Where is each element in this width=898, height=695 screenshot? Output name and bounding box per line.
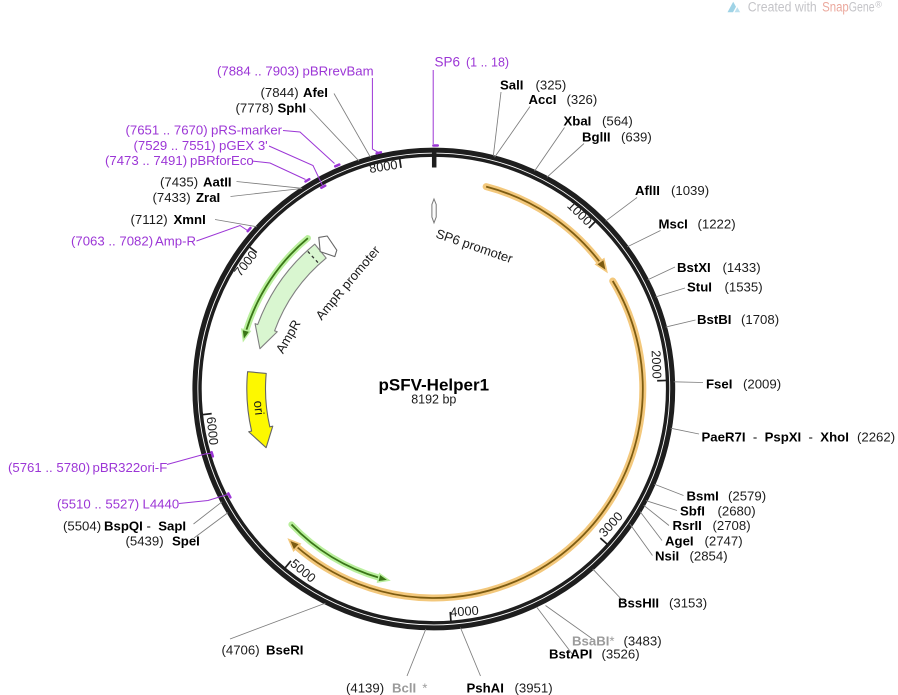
svg-text:(564): (564) [602,114,633,129]
svg-text:SpeI: SpeI [172,534,200,549]
svg-text:(325): (325) [536,78,567,93]
svg-text:pBR322ori-F: pBR322ori-F [93,460,168,475]
svg-text:(2680): (2680) [718,504,756,519]
svg-text:(3526): (3526) [602,647,640,662]
svg-text:8192 bp: 8192 bp [411,393,456,407]
svg-text:(2708): (2708) [713,518,751,533]
svg-text:(2579): (2579) [728,489,766,504]
svg-text:RsrII: RsrII [673,518,702,533]
svg-text:(7651 .. 7670): (7651 .. 7670) [126,123,208,138]
svg-text:(5761 .. 5780): (5761 .. 5780) [8,460,90,475]
svg-text:BsmI: BsmI [687,489,719,504]
svg-text:(1039): (1039) [671,183,709,198]
svg-text:BseRI: BseRI [266,643,303,658]
svg-text:BspQI - SapI: BspQI - SapI [104,519,186,534]
svg-text:(5510 .. 5527): (5510 .. 5527) [57,497,139,512]
svg-text:SphI: SphI [278,101,307,116]
svg-text:(7844): (7844) [261,85,299,100]
svg-text:(3951): (3951) [515,681,553,695]
svg-text:(2747): (2747) [705,534,743,549]
svg-text:(639): (639) [621,130,652,145]
svg-text:(4139): (4139) [346,681,384,695]
svg-text:AccI: AccI [529,92,557,107]
svg-text:ZraI: ZraI [196,190,220,205]
svg-text:BstXI: BstXI [677,260,711,275]
svg-text:(1433): (1433) [723,260,761,275]
svg-text:PshAI: PshAI [467,681,504,695]
svg-text:(2854): (2854) [690,549,728,564]
svg-text:PaeR7I - PspXI - XhoI: PaeR7I - PspXI - XhoI [702,430,849,445]
svg-text:(1222): (1222) [698,217,736,232]
svg-text:pBRforEco: pBRforEco [190,153,254,168]
svg-text:BstAPI: BstAPI [549,647,592,662]
svg-text:(7529 .. 7551): (7529 .. 7551) [134,138,216,153]
svg-text:pBRrevBam: pBRrevBam [303,64,374,79]
svg-text:AatII: AatII [203,175,232,190]
svg-text:(7884 .. 7903): (7884 .. 7903) [217,64,299,79]
svg-text:StuI: StuI [687,280,712,295]
svg-text:BglII: BglII [582,130,611,145]
svg-text:pRS-marker: pRS-marker [211,123,283,138]
svg-text:(4706): (4706) [222,643,260,658]
svg-text:Amp-R: Amp-R [155,234,196,249]
svg-text:(7063 .. 7082): (7063 .. 7082) [71,234,153,249]
svg-text:AflII: AflII [635,183,660,198]
svg-text:(7435): (7435) [160,175,198,190]
svg-text:(1 .. 18): (1 .. 18) [466,56,509,70]
svg-text:(326): (326) [567,92,598,107]
svg-text:BssHII: BssHII [618,596,659,611]
svg-text:(5504): (5504) [63,519,101,534]
svg-text:AgeI: AgeI [665,534,694,549]
svg-text:L4440: L4440 [143,497,180,512]
svg-text:(7778): (7778) [236,101,274,116]
svg-text:XmnI: XmnI [174,212,206,227]
svg-text:8000: 8000 [368,157,398,176]
svg-text:(3483): (3483) [624,634,662,649]
svg-text:pSFV-Helper1: pSFV-Helper1 [379,376,490,395]
svg-text:(1708): (1708) [741,312,779,327]
svg-text:BclI*: BclI * [392,681,427,695]
svg-text:Created with SnapGene®: Created with SnapGene® [748,0,883,15]
svg-text:4000: 4000 [450,603,479,620]
svg-text:BstBI: BstBI [697,312,731,327]
svg-text:(7473 .. 7491): (7473 .. 7491) [105,153,187,168]
svg-text:AfeI: AfeI [303,85,328,100]
svg-text:SalI: SalI [500,78,523,93]
svg-text:(1535): (1535) [725,280,763,295]
svg-text:6000: 6000 [204,416,222,446]
svg-text:NsiI: NsiI [655,549,679,564]
svg-text:MscI: MscI [659,217,688,232]
svg-text:SbfI: SbfI [680,504,705,519]
svg-text:(2009): (2009) [743,377,781,392]
svg-text:(7433): (7433) [153,190,191,205]
svg-text:(7112): (7112) [131,212,168,227]
svg-text:ori: ori [251,400,267,416]
svg-text:FseI: FseI [706,377,732,392]
svg-text:pGEX 3': pGEX 3' [219,138,268,153]
svg-text:(3153): (3153) [669,596,707,611]
svg-text:2000: 2000 [649,350,665,379]
svg-text:(5439): (5439) [126,534,164,549]
svg-text:BsaBI*: BsaBI* [572,634,615,649]
svg-text:SP6: SP6 [435,55,461,70]
svg-text:(2262): (2262) [857,430,895,445]
svg-text:XbaI: XbaI [564,114,592,129]
